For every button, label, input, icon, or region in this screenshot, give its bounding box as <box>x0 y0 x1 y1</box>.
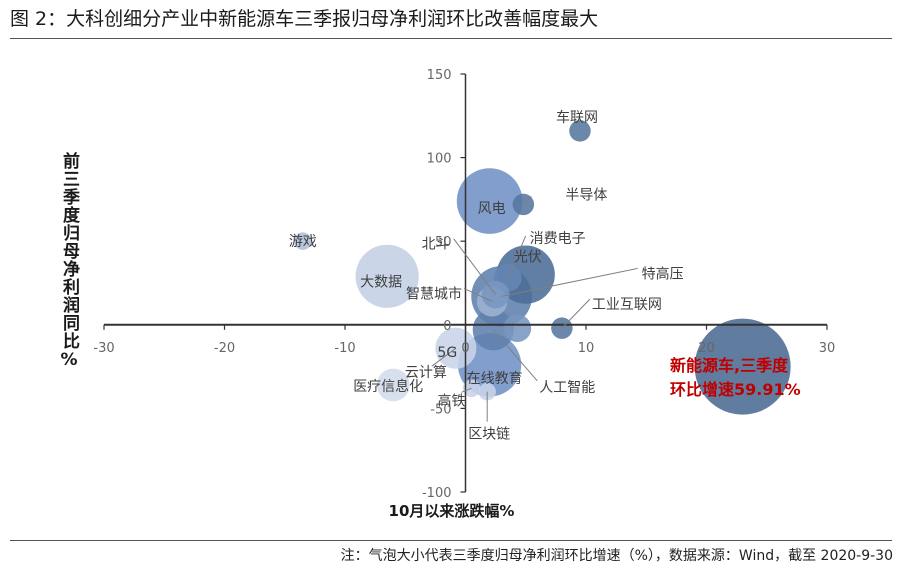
x-tick-label-6: 30 <box>819 341 836 356</box>
bubble-label-13: 云计算 <box>405 365 447 381</box>
bubble-label-7: 北斗 <box>422 237 450 253</box>
footnote: 注：气泡大小代表三季度归母净利润环比增速（%），数据来源：Wind，截至 202… <box>340 548 893 564</box>
leader-line-9 <box>463 287 493 302</box>
x-tick-label-3: 0 <box>461 341 469 356</box>
bubble-label-3: 消费电子 <box>530 231 586 247</box>
bubble-label-1: 风电 <box>478 201 506 217</box>
bottom-divider <box>10 540 892 541</box>
y-tick-label-3: 0 <box>443 319 451 334</box>
y-tick-label-0: 150 <box>427 68 452 83</box>
y-tick-label-2: 50 <box>435 235 452 250</box>
bubble-label-15: 医疗信息化 <box>353 378 423 395</box>
new-energy-annotation: 新能源车,三季度 环比增速59.91% <box>670 356 801 399</box>
bubble-label-6: 大数据 <box>360 274 402 290</box>
bubble-label-17: 区块链 <box>468 427 510 443</box>
leader-line-2 <box>522 196 532 205</box>
y-tick-label-4: -50 <box>430 402 451 417</box>
y-axis-title: 前三季度归母净利润同比% <box>59 152 79 371</box>
leader-line-8 <box>501 267 638 297</box>
x-tick-label-0: -30 <box>93 341 114 356</box>
x-tick-label-5: 20 <box>698 341 715 356</box>
bubble-label-2: 半导体 <box>565 187 607 203</box>
leader-line-10 <box>561 298 591 329</box>
leader-line-12 <box>492 329 538 382</box>
bubble-label-12: 人工智能 <box>539 380 595 396</box>
chart-title: 图 2：大科创细分产业中新能源车三季报归母净利润环比改善幅度最大 <box>10 8 599 30</box>
y-tick-label-5: -100 <box>422 486 452 501</box>
bubble-15 <box>376 368 410 402</box>
y-tick-label-1: 100 <box>427 152 452 167</box>
x-tick-label-1: -20 <box>214 341 235 356</box>
bubble-label-10: 工业互联网 <box>592 297 662 313</box>
bubble-label-14: 在线教育 <box>467 371 523 387</box>
bubble-0 <box>569 120 591 142</box>
bubble-label-4: 光伏 <box>514 250 542 266</box>
x-tick-label-4: 10 <box>578 341 595 356</box>
top-divider <box>10 38 892 39</box>
bubble-6 <box>355 244 419 308</box>
leader-line-3 <box>507 235 527 279</box>
x-axis-title: 10月以来涨跌幅% <box>388 502 515 520</box>
bubble-5 <box>294 232 312 250</box>
bubble-label-5: 游戏 <box>289 234 317 250</box>
bubble-1 <box>456 168 523 234</box>
bubble-label-11: 5G <box>437 345 457 361</box>
x-tick-label-2: -10 <box>334 341 355 356</box>
leader-line-13 <box>431 347 457 367</box>
bubble-label-0: 车联网 <box>556 109 598 126</box>
leader-line-7 <box>453 238 497 296</box>
bubble-18 <box>694 318 791 415</box>
bubble-label-9: 智慧城市 <box>406 285 462 302</box>
leader-line-16 <box>461 387 472 393</box>
bubble-label-8: 特高压 <box>642 265 684 282</box>
leader-lines <box>431 196 638 422</box>
bubble-label-16: 高铁 <box>438 392 466 409</box>
bubble-12 <box>472 309 514 351</box>
bubble-11 <box>503 314 532 343</box>
